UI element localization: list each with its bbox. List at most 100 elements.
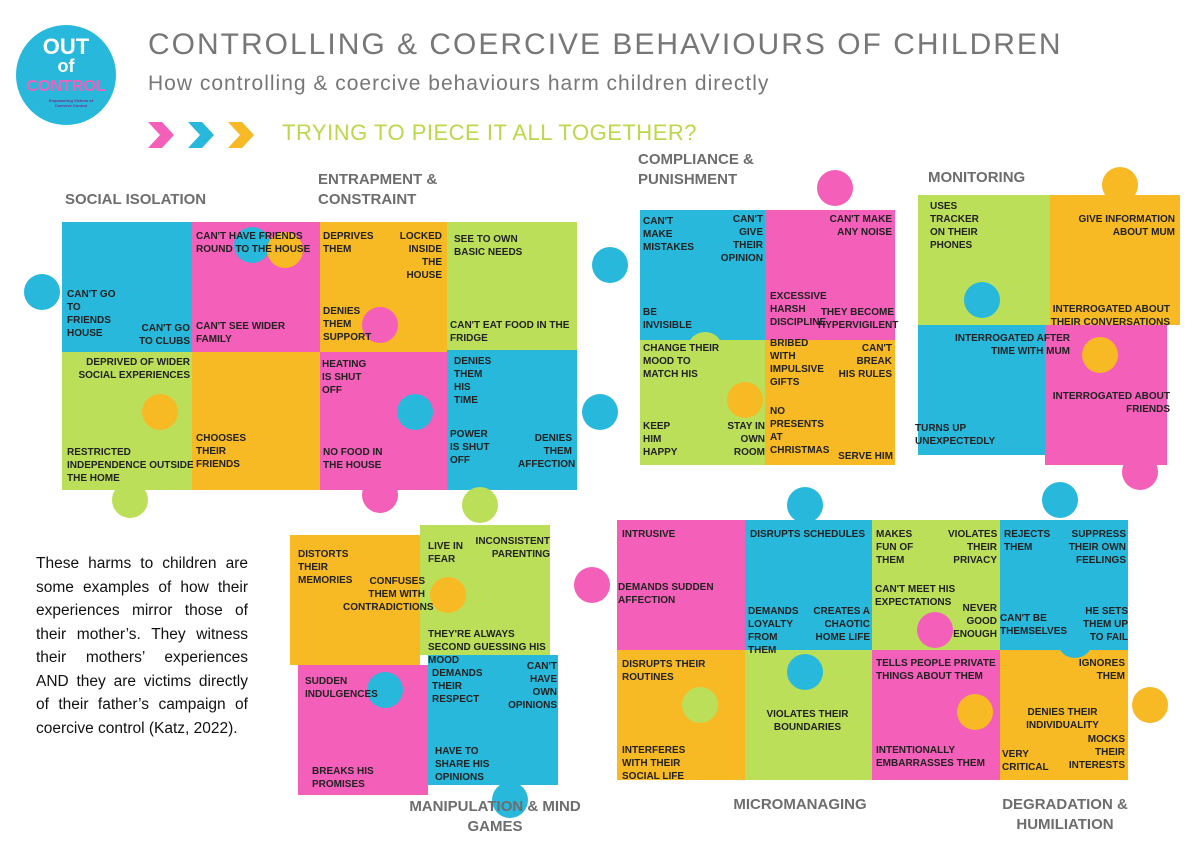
piece-text: CAN'T HAVE FRIENDS ROUND TO THE HOUSE (196, 231, 311, 255)
puzzle-knob (362, 477, 398, 513)
puzzle-piece (1050, 195, 1180, 325)
piece-text: HE SETS THEM UP TO FAIL (1083, 606, 1128, 643)
logo-text: of (57, 56, 75, 76)
piece-text: BRIBED WITH IMPULSIVE GIFTS (770, 338, 824, 388)
puzzle-piece (428, 655, 558, 785)
tagline: TRYING TO PIECE IT ALL TOGETHER? (282, 120, 697, 145)
piece-text: CAN'T MEET HIS EXPECTATIONS (875, 584, 956, 608)
puzzle-knob (917, 612, 953, 648)
puzzle-knob (397, 394, 433, 430)
piece-text: HAVE TO SHARE HIS OPINIONS (435, 746, 490, 783)
puzzle-knob (582, 394, 618, 430)
puzzle-piece (745, 520, 872, 650)
puzzle-knob (24, 274, 60, 310)
piece-text: CAN'T BREAK HIS RULES (838, 343, 892, 380)
piece-text: CAN'T MAKE MISTAKES (643, 216, 694, 253)
piece-text: DENIES THEM SUPPORT (323, 306, 372, 343)
piece-text: VIOLATES THEIR BOUNDARIES (766, 709, 849, 733)
piece-text: CAN'T MAKE ANY NOISE (829, 214, 892, 238)
piece-text: TURNS UP UNEXPECTEDLY (915, 423, 996, 447)
piece-text: CAN'T EAT FOOD IN THE FRIDGE (450, 320, 570, 344)
piece-text: HEATING IS SHUT OFF (322, 359, 367, 396)
puzzle-knob (922, 527, 958, 563)
chevron (228, 122, 254, 148)
piece-text: INTERROGATED ABOUT FRIENDS (1052, 391, 1170, 415)
puzzle-knob (362, 307, 398, 343)
puzzle-piece (640, 210, 765, 340)
piece-text: NO FOOD IN THE HOUSE (323, 447, 383, 471)
puzzle-knob (1042, 482, 1078, 518)
piece-text: EXCESSIVE HARSH DISCIPLINE (770, 291, 827, 328)
puzzle-knob (492, 782, 528, 818)
piece-text: SEE TO OWN BASIC NEEDS (454, 234, 523, 258)
puzzle-knob (1057, 622, 1093, 658)
piece-text: IGNORES THEM (1078, 658, 1125, 682)
piece-text: INTERFERES WITH THEIR SOCIAL LIFE (622, 745, 686, 782)
piece-text: STAY IN OWN ROOM (727, 421, 765, 458)
logo-tagline: Empowering Victims of Coercive Control (48, 98, 94, 108)
piece-text: INTERROGATED AFTER TIME WITH MUM (955, 333, 1070, 357)
piece-text: CREATES A CHAOTIC HOME LIFE (813, 606, 870, 643)
piece-text: CAN'T GIVE THEIR OPINION (720, 214, 763, 264)
puzzle-knob (817, 170, 853, 206)
puzzle-knob (574, 567, 610, 603)
piece-text: CONFUSES THEM WITH CONTRADICTIONS (343, 576, 434, 613)
puzzle-knob (787, 487, 823, 523)
piece-text: DENIES THEM AFFECTION (518, 433, 576, 470)
piece-text: INTENTIONALLY EMBARRASSES THEM (876, 745, 985, 769)
piece-text: BREAKS HIS PROMISES (312, 766, 374, 790)
subtitle: How controlling & coercive behaviours ha… (148, 72, 770, 95)
puzzle-knob (1132, 687, 1168, 723)
piece-text: DEMANDS SUDDEN AFFECTION (618, 582, 714, 606)
group-label: ENTRAPMENT & CONSTRAINT (318, 171, 438, 208)
piece-text: REJECTS THEM (1004, 529, 1051, 553)
puzzle-knob (462, 487, 498, 523)
piece-text: CAN'T GO TO CLUBS (139, 323, 190, 347)
piece-text: CAN'T BE THEMSELVES (1000, 613, 1068, 637)
piece-text: DISTORTS THEIR MEMORIES (298, 549, 353, 586)
piece-text: THEY'RE ALWAYS SECOND GUESSING HIS MOOD (428, 629, 546, 666)
piece-text: CHANGE THEIR MOOD TO MATCH HIS (643, 343, 720, 380)
puzzle-piece (617, 650, 745, 780)
intro-text: These harms to children are some example… (36, 555, 248, 737)
piece-text: INCONSISTENT PARENTING (475, 536, 550, 560)
piece-text: DEPRIVED OF WIDER SOCIAL EXPERIENCES (78, 357, 190, 381)
puzzle-piece (765, 340, 895, 465)
piece-text: INTERROGATED ABOUT THEIR CONVERSATIONS (1050, 304, 1170, 328)
piece-text: DEMANDS THEIR RESPECT (432, 668, 483, 705)
puzzle-knob (142, 394, 178, 430)
piece-text: VIOLATES THEIR PRIVACY (948, 529, 998, 566)
puzzle-knob (964, 282, 1000, 318)
puzzle-piece (298, 665, 428, 795)
group-label: SOCIAL ISOLATION (65, 191, 207, 208)
group-label: MANIPULATION & MIND GAMES (409, 798, 581, 835)
chevron (188, 122, 214, 148)
group-label: DEGRADATION & HUMILIATION (1002, 796, 1128, 833)
piece-text: MAKES FUN OF THEM (876, 529, 914, 566)
piece-text: NO PRESENTS AT CHRISTMAS (770, 406, 830, 456)
piece-text: LOCKED INSIDE THE HOUSE (399, 231, 442, 281)
puzzle-knob (687, 332, 723, 368)
logo-circle (16, 25, 116, 125)
piece-text: RESTRICTED INDEPENDENCE OUTSIDE THE HOME (67, 447, 194, 484)
piece-text: GIVE INFORMATION ABOUT MUM (1078, 214, 1175, 238)
piece-text: SUDDEN INDULGENCES (305, 676, 378, 700)
puzzle-knob (367, 672, 403, 708)
piece-text: INTRUSIVE (622, 529, 676, 540)
piece-text: CAN'T GO TO FRIENDS HOUSE (67, 289, 116, 339)
chevron (148, 122, 174, 148)
puzzle-knob (957, 694, 993, 730)
puzzle-piece (192, 352, 320, 490)
piece-text: LIVE IN FEAR (428, 541, 464, 565)
piece-text: POWER IS SHUT OFF (450, 429, 490, 466)
puzzle-knob (592, 247, 628, 283)
puzzle-knob (682, 687, 718, 723)
puzzle-piece (765, 210, 895, 340)
logo-text: OUT (42, 34, 90, 59)
piece-text: SUPPRESS THEIR OWN FEELINGS (1068, 529, 1126, 566)
piece-text: TELLS PEOPLE PRIVATE THINGS ABOUT THEM (876, 658, 996, 682)
piece-text: BE INVISIBLE (643, 307, 692, 331)
piece-text: NEVER GOOD ENOUGH (953, 603, 997, 640)
